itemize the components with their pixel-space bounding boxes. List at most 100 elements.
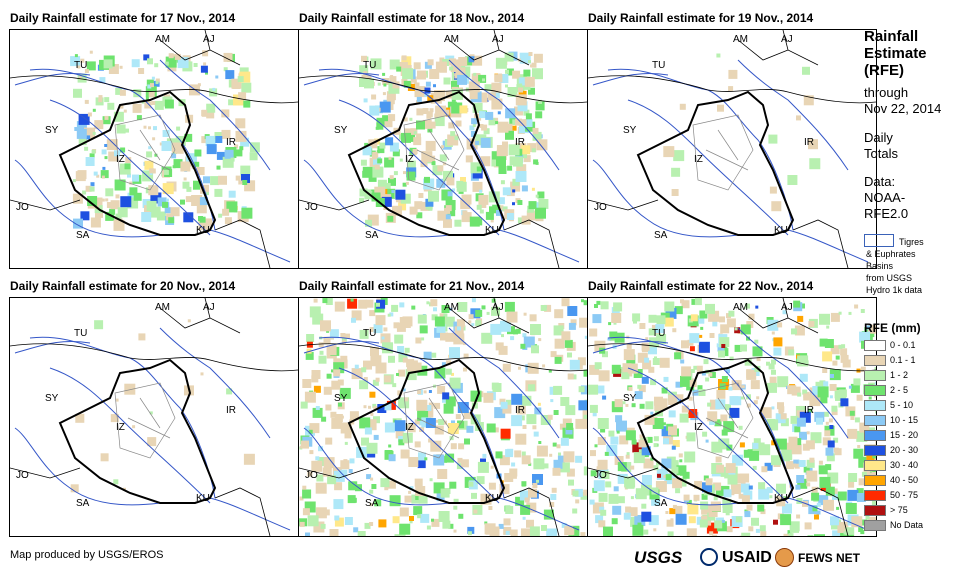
country-label: AM (733, 34, 748, 45)
country-label: AM (155, 34, 170, 45)
rainfall-cells (663, 53, 821, 212)
country-label: KU (196, 225, 210, 236)
legend-label: > 75 (890, 505, 908, 515)
legend-swatch (864, 475, 886, 486)
country-label: IZ (694, 422, 703, 433)
legend-swatch (864, 340, 886, 351)
legend-label: 1 - 2 (890, 370, 909, 380)
border-turkey (10, 75, 298, 104)
legend-swatch (864, 415, 886, 426)
border-gulf (503, 219, 560, 268)
country-label: JO (305, 470, 318, 481)
country-label: SY (623, 393, 637, 404)
country-label: TU (74, 328, 88, 339)
usgs-logo-text: USGS (634, 548, 683, 567)
legend-label: 15 - 20 (890, 430, 919, 440)
basin-outline-swatch (864, 234, 894, 247)
country-label: TU (652, 60, 666, 71)
country-label: SA (654, 498, 668, 509)
iraq-border (636, 90, 795, 236)
usaid-seal-icon (700, 548, 718, 566)
legend-swatch (864, 445, 886, 456)
border-gulf (503, 487, 560, 536)
legend-swatch (864, 370, 886, 381)
iraq-border (58, 358, 217, 504)
basin-note-line-1: Tigres (899, 237, 924, 247)
legend-swatch (864, 520, 886, 531)
basin-boundary (14, 159, 161, 238)
legend-label: 30 - 40 (890, 460, 919, 470)
legend-swatch (864, 430, 886, 441)
rainfall-map-6: AM AJ TU SY IZ IR JO SA KU (587, 297, 877, 537)
border-jordan (299, 467, 370, 479)
border-jordan (588, 467, 659, 479)
province-boundaries (403, 382, 465, 459)
river-tigris (318, 68, 505, 231)
legend-swatch (864, 490, 886, 501)
river-tigris (29, 68, 216, 231)
river-tributary (787, 497, 869, 531)
country-label: IZ (694, 154, 703, 165)
country-label: IR (804, 405, 814, 416)
country-label: SA (76, 230, 90, 241)
rainfall-cells (359, 51, 549, 228)
province-boundaries (403, 114, 465, 191)
basin-note-line-2: & Euphrates (866, 249, 916, 259)
map-canvas (588, 30, 876, 268)
panel-title-3: Daily Rainfall estimate for 19 Nov., 201… (588, 11, 814, 25)
river-tributary (448, 327, 560, 439)
iraq-border (636, 358, 795, 504)
basin-boundary (303, 159, 450, 238)
border-caucasus (448, 30, 530, 66)
daily-label: Daily (864, 130, 893, 145)
border-gulf (792, 219, 849, 268)
legend-label: 10 - 15 (890, 415, 919, 425)
border-caucasus (448, 298, 530, 334)
through-date: Nov 22, 2014 (864, 101, 942, 116)
river-tigris (29, 336, 216, 499)
river-euphrates (627, 367, 789, 504)
country-label: SY (334, 393, 348, 404)
country-label: AJ (203, 302, 215, 313)
legend-swatch (864, 460, 886, 471)
rainfall-map-5: AM AJ TU SY IZ IR JO SA KU (298, 297, 588, 537)
legend-title-line-3: (RFE) (864, 62, 904, 79)
legend-swatch (864, 400, 886, 411)
panel-title-4: Daily Rainfall estimate for 20 Nov., 201… (10, 279, 236, 293)
fewsnet-logo: FEWS NET (775, 546, 860, 570)
legend-swatch (864, 505, 886, 516)
country-label: TU (652, 328, 666, 339)
legend-label: 2 - 5 (890, 385, 909, 395)
rainfall-map-2: AM AJ TU SY IZ IR JO SA KU (298, 29, 588, 269)
country-label: SA (365, 230, 379, 241)
legend-label: 40 - 50 (890, 475, 919, 485)
country-label: AJ (492, 302, 504, 313)
country-label: JO (16, 470, 29, 481)
legend-label: No Data (890, 520, 924, 530)
river-tigris (607, 336, 794, 499)
legend-swatch (864, 385, 886, 396)
legend-label: 0.1 - 1 (890, 355, 916, 365)
basin-boundary (14, 427, 161, 506)
usaid-logo: USAID (700, 546, 772, 570)
country-label: IR (804, 137, 814, 148)
country-label: IZ (405, 154, 414, 165)
fewsnet-logo-text: FEWS NET (798, 551, 860, 565)
river-tributary (448, 59, 560, 171)
country-label: AM (444, 34, 459, 45)
country-label: AJ (781, 34, 793, 45)
river-tributary (498, 497, 580, 531)
rainfall-map-3: AM AJ TU SY IZ IR JO SA KU (587, 29, 877, 269)
border-jordan (588, 199, 659, 211)
country-label: SY (45, 393, 59, 404)
map-canvas (10, 30, 298, 268)
river-tributary (737, 59, 849, 171)
basin-note-line-5: Hydro 1k data (866, 285, 923, 295)
river-euphrates (49, 367, 211, 504)
rainfall-map-1: AM AJ TU SY IZ IR JO SA KU (9, 29, 299, 269)
country-label: SA (654, 230, 668, 241)
river-tributary (159, 327, 271, 439)
river-tributary (209, 497, 291, 531)
basin-note-line-3: Basins (866, 261, 894, 271)
legend-title: RFE (mm) (864, 321, 921, 335)
